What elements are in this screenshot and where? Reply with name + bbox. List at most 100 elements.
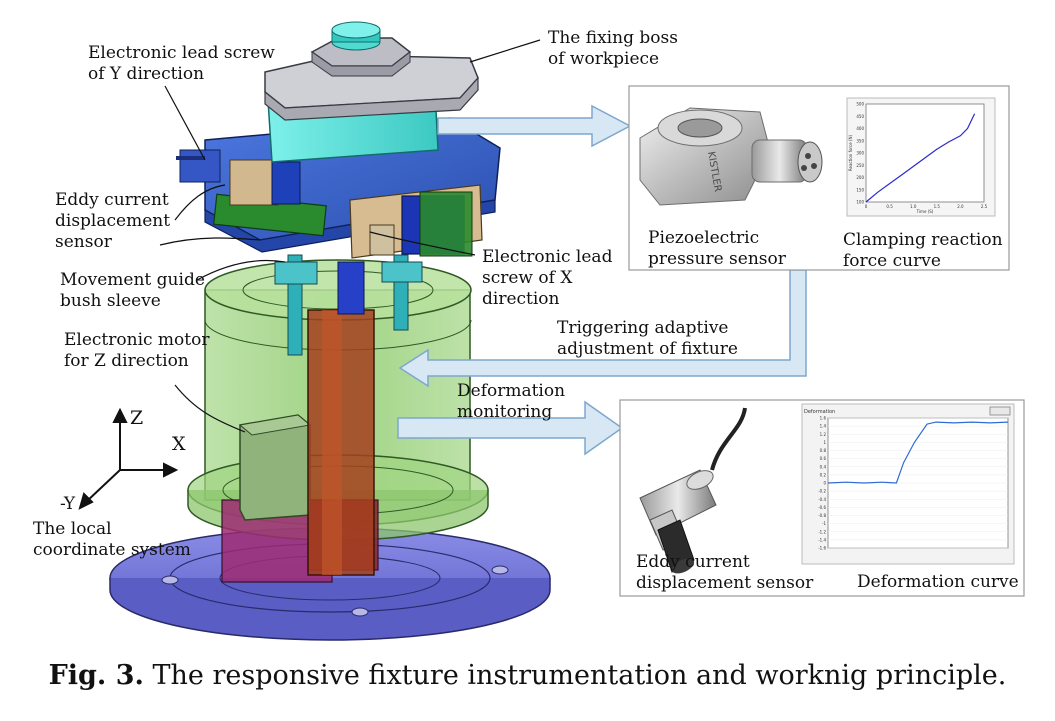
clamping-xlabel: Time (S) bbox=[916, 209, 934, 214]
label-line: Piezoelectric bbox=[648, 228, 760, 248]
label-line: The fixing boss bbox=[548, 28, 678, 48]
clamping-ytick: 500 bbox=[856, 102, 864, 107]
label-line: Deformation bbox=[457, 381, 566, 401]
caption-text: The responsive fixture instrumentation a… bbox=[152, 660, 1007, 691]
caption-prefix: Fig. 3. bbox=[48, 660, 144, 691]
label-line: for Z direction bbox=[64, 351, 189, 371]
deformation-ytick: -0.6 bbox=[818, 505, 826, 510]
arrow-triggering-adjustment bbox=[398, 269, 807, 388]
label-line: Electronic lead bbox=[482, 247, 613, 267]
label-guide-bush: Movement guide bush sleeve bbox=[60, 270, 205, 312]
z-motor bbox=[238, 414, 312, 521]
label-lead-screw-x: Electronic lead screw of X direction bbox=[482, 247, 612, 310]
label-motor-z: Electronic motor for Z direction bbox=[64, 330, 209, 372]
deformation-ytick: 0.4 bbox=[820, 464, 827, 469]
eddy-panel: Deformation 1.6 1.4 1.2 1 0.8 0.6 0.4 0.2 0 -0.2 -… bbox=[619, 399, 1025, 597]
deformation-ytick: 1.6 bbox=[820, 416, 827, 421]
coordinate-axes bbox=[78, 407, 179, 510]
clamping-xtick: 1.5 bbox=[934, 204, 941, 209]
label-eddy-sensor-left: Eddy current displacement sensor bbox=[55, 190, 170, 253]
label-deformation-monitoring: Deformation monitoring bbox=[457, 381, 565, 423]
label-line: Electronic motor bbox=[64, 330, 210, 350]
deformation-ytick: -1.4 bbox=[818, 537, 826, 542]
deformation-ytick: -0.4 bbox=[818, 497, 826, 502]
label-line: sensor bbox=[55, 232, 112, 252]
guide-posts bbox=[274, 254, 423, 356]
eddy-sensor-image bbox=[639, 407, 747, 574]
label-line: Eddy current bbox=[636, 552, 750, 572]
deformation-ytick: 0.6 bbox=[820, 456, 827, 461]
label-line: The local bbox=[33, 519, 112, 539]
leader-lines bbox=[159, 39, 541, 433]
label-line: Eddy current bbox=[55, 190, 169, 210]
label-line: force curve bbox=[843, 251, 941, 271]
deformation-ytick: 0.2 bbox=[820, 472, 827, 477]
axis-label-neg-y: -Y bbox=[60, 494, 76, 514]
label-eddy-sensor-right: Eddy current displacement sensor bbox=[636, 552, 813, 594]
label-fixing-boss: The fixing boss of workpiece bbox=[548, 28, 678, 70]
fixing-boss bbox=[264, 21, 479, 121]
label-deformation-curve: Deformation curve bbox=[857, 572, 1019, 592]
deformation-ytick: 1.4 bbox=[820, 424, 827, 429]
z-lead-screw bbox=[307, 309, 375, 576]
label-line: Electronic lead screw bbox=[88, 43, 275, 63]
label-line: of Y direction bbox=[88, 64, 205, 84]
arrow-to-pressure-panel bbox=[437, 104, 632, 148]
flow-arrows bbox=[397, 104, 807, 456]
label-line: Triggering adaptive bbox=[557, 318, 729, 338]
deformation-series-line bbox=[827, 421, 1009, 484]
figure-caption: Fig. 3. The responsive fixture instrumen… bbox=[0, 660, 1055, 691]
axis-label-z: Z bbox=[130, 407, 144, 429]
label-line: coordinate system bbox=[33, 540, 191, 560]
clamping-xtick: 0.5 bbox=[886, 204, 893, 209]
clamping-xtick: 2.5 bbox=[981, 204, 988, 209]
piezo-sensor-image: KISTLER bbox=[639, 107, 823, 206]
y-lead-screw-assembly bbox=[176, 149, 301, 206]
label-line: bush sleeve bbox=[60, 291, 161, 311]
label-piezo-sensor: Piezoelectric pressure sensor bbox=[648, 228, 786, 270]
deformation-ytick: 0.8 bbox=[820, 448, 827, 453]
clamping-ytick: 450 bbox=[856, 114, 864, 119]
deformation-ytick: 1 bbox=[823, 440, 826, 445]
label-line: adjustment of fixture bbox=[557, 339, 738, 359]
deformation-chart-title: Deformation bbox=[804, 409, 835, 415]
label-line: pressure sensor bbox=[648, 249, 786, 269]
label-line: Clamping reaction bbox=[843, 230, 1003, 250]
deformation-ytick: -1.2 bbox=[818, 529, 826, 534]
clamping-ylabel: Reaction force (N) bbox=[848, 135, 853, 172]
deformation-chart: Deformation 1.6 1.4 1.2 1 0.8 0.6 0.4 0.2 0 -0.2 -… bbox=[801, 403, 1015, 565]
clamping-ytick: 300 bbox=[856, 151, 864, 156]
label-clamping-curve: Clamping reaction force curve bbox=[843, 230, 1003, 272]
deformation-ytick: 0 bbox=[823, 481, 826, 486]
label-line: direction bbox=[482, 289, 560, 309]
label-line: displacement sensor bbox=[636, 573, 814, 593]
deformation-ytick: 1.2 bbox=[820, 432, 827, 437]
x-lead-screw-assembly bbox=[349, 184, 483, 259]
arrow-to-eddy-panel bbox=[397, 400, 624, 456]
clamping-ytick: 150 bbox=[856, 187, 864, 192]
clamping-ytick: 400 bbox=[856, 126, 864, 131]
label-coordinate-system: The local coordinate system bbox=[33, 519, 191, 561]
label-line: displacement bbox=[55, 211, 171, 231]
clamping-ytick: 350 bbox=[856, 138, 864, 143]
deformation-ytick: -1.6 bbox=[818, 546, 826, 551]
label-line: of workpiece bbox=[548, 49, 660, 69]
clamping-series-line bbox=[865, 113, 976, 203]
label-line: monitoring bbox=[457, 402, 553, 422]
label-lead-screw-y: Electronic lead screw of Y direction bbox=[88, 43, 275, 85]
label-triggering: Triggering adaptive adjustment of fixtur… bbox=[557, 318, 738, 360]
label-line: Movement guide bbox=[60, 270, 205, 290]
label-line: screw of X bbox=[482, 268, 573, 288]
clamping-xtick: 2.0 bbox=[957, 204, 964, 209]
deformation-ytick: -0.2 bbox=[818, 489, 826, 494]
axis-label-x: X bbox=[172, 433, 186, 455]
clamping-ytick: 200 bbox=[856, 175, 864, 180]
clamping-ytick: 100 bbox=[856, 200, 864, 205]
clamping-xtick: 1.0 bbox=[910, 204, 917, 209]
deformation-ytick: -0.8 bbox=[818, 513, 826, 518]
deformation-ytick: -1 bbox=[822, 521, 826, 526]
